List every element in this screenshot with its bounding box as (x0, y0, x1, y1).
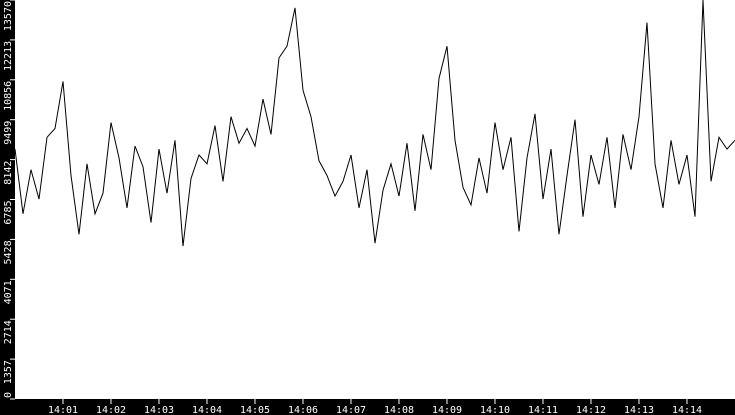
y-tick-label: 4071 (3, 280, 14, 304)
x-tick-label: 14:14 (672, 405, 702, 415)
y-tick-label: 8142 (3, 161, 14, 185)
y-tick-label: 5428 (3, 240, 14, 264)
x-tick-label: 14:11 (528, 405, 558, 415)
y-tick-label: 2714 (3, 320, 14, 344)
y-tick-label: 13570 (3, 1, 14, 31)
x-tick-label: 14:08 (384, 405, 414, 415)
x-tick-label: 14:02 (96, 405, 126, 415)
x-tick-label: 14:04 (192, 405, 222, 415)
x-tick-label: 14:10 (480, 405, 510, 415)
x-tick-label: 14:03 (144, 405, 174, 415)
y-tick-label: 1357 (3, 360, 14, 384)
y-tick-label: 9499 (3, 121, 14, 145)
x-axis: 14:01 14:02 14:03 14:04 14:05 14:06 14:07 14:08… (48, 399, 702, 415)
x-tick-label: 14:09 (432, 405, 462, 415)
y-tick-label: 12213 (3, 41, 14, 71)
y-tick-label: 0 (3, 392, 14, 398)
series-line (14, 0, 735, 247)
x-tick-label: 14:12 (576, 405, 606, 415)
y-tick-label: 10856 (3, 81, 14, 111)
x-axis-band (0, 399, 735, 415)
x-tick-label: 14:13 (624, 405, 654, 415)
y-axis: 0 1357 2714 4071 5428 6785 8142 9499 10856 12213 1… (3, 0, 15, 400)
y-tick-label: 6785 (3, 201, 14, 225)
x-tick-label: 14:01 (48, 405, 78, 415)
plot-background (15, 0, 735, 399)
x-tick-label: 14:06 (288, 405, 318, 415)
x-tick-label: 14:07 (336, 405, 366, 415)
y-axis-band (0, 0, 15, 415)
x-tick-label: 14:05 (240, 405, 270, 415)
